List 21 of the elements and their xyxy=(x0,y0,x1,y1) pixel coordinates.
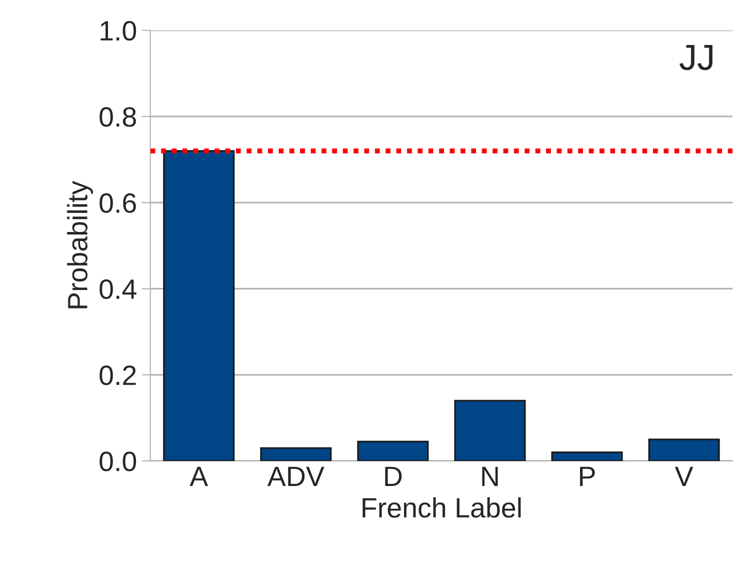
bar xyxy=(648,438,720,461)
x-tick-label: A xyxy=(190,466,208,486)
x-tick-label: D xyxy=(385,466,402,486)
y-tick-label: 0.0 xyxy=(100,452,136,472)
x-tick-label: P xyxy=(580,466,595,486)
annotation: JJ xyxy=(680,44,712,70)
y-axis-title: Probability xyxy=(67,180,93,308)
bar xyxy=(454,400,526,461)
x-tick-label: N xyxy=(482,466,498,486)
bar xyxy=(357,440,429,461)
x-axis-title: French Label xyxy=(362,497,521,518)
x-tick-label: V xyxy=(674,466,694,486)
y-tick-label: 0.6 xyxy=(100,193,136,213)
x-tick-label: ADV xyxy=(267,466,324,486)
bar xyxy=(260,447,332,461)
y-tick-label: 0.8 xyxy=(100,107,136,127)
bar xyxy=(163,150,235,461)
y-tick-label: 1.0 xyxy=(100,21,136,41)
bar xyxy=(551,452,623,461)
y-tick-label: 0.4 xyxy=(100,279,136,300)
y-tick-label: 0.2 xyxy=(100,366,136,386)
